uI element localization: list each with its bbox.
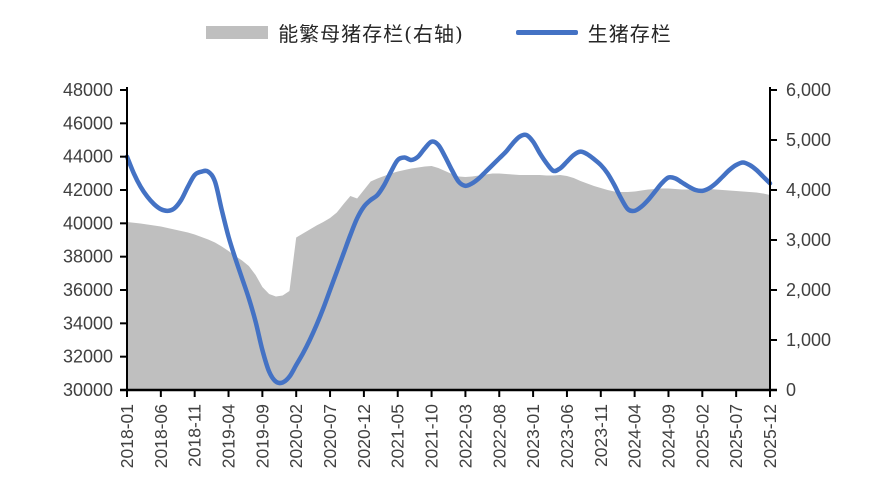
x-axis-tick-label: 2018-06 <box>151 404 171 468</box>
right-axis-tick-label: 3,000 <box>786 230 831 250</box>
x-axis-tick-label: 2023-06 <box>557 404 577 468</box>
left-axis-tick-label: 44000 <box>63 147 113 167</box>
right-axis-tick-label: 5,000 <box>786 130 831 150</box>
x-axis-tick-label: 2023-01 <box>523 404 543 468</box>
x-axis-tick-label: 2019-04 <box>219 404 239 468</box>
x-axis-tick-label: 2024-04 <box>625 404 645 468</box>
x-axis-tick-label: 2021-10 <box>422 404 442 468</box>
x-axis-tick-label: 2024-09 <box>658 404 678 468</box>
legend-item-sow-area: 能繁母猪存栏(右轴) <box>206 18 464 47</box>
left-axis-tick-label: 48000 <box>63 80 113 100</box>
x-axis-tick-label: 2018-01 <box>117 404 137 468</box>
right-axis-tick-label: 6,000 <box>786 80 831 100</box>
right-axis-tick-label: 0 <box>786 380 796 400</box>
x-axis-tick-label: 2020-12 <box>354 404 374 468</box>
left-axis-tick-label: 36000 <box>63 280 113 300</box>
x-axis-tick-label: 2025-12 <box>760 404 780 468</box>
legend-item-hog-line: 生猪存栏 <box>515 18 672 47</box>
chart-legend: 能繁母猪存栏(右轴) 生猪存栏 <box>0 18 878 47</box>
sow-area-series <box>127 166 770 390</box>
area-swatch-icon <box>206 26 269 39</box>
line-swatch-icon <box>515 30 578 35</box>
x-axis-tick-label: 2025-07 <box>726 404 746 468</box>
left-axis-tick-label: 30000 <box>63 380 113 400</box>
right-axis-tick-label: 4,000 <box>786 180 831 200</box>
x-axis-tick-label: 2025-02 <box>692 404 712 468</box>
legend-label-hog: 生猪存栏 <box>587 22 672 46</box>
x-axis-tick-label: 2019-09 <box>252 404 272 468</box>
hog-line-series <box>124 132 773 386</box>
x-axis-tick-label: 2022-08 <box>489 404 509 468</box>
left-axis-tick-label: 42000 <box>63 180 113 200</box>
left-axis-tick-label: 32000 <box>63 347 113 367</box>
x-axis-tick-label: 2020-02 <box>286 404 306 468</box>
left-axis-tick-label: 40000 <box>63 213 113 233</box>
x-axis-tick-label: 2018-11 <box>185 404 205 467</box>
legend-label-sow: 能繁母猪存栏(右轴) <box>278 22 464 46</box>
x-axis-tick-label: 2023-11 <box>591 404 611 467</box>
left-axis-tick-label: 38000 <box>63 247 113 267</box>
left-axis-tick-label: 46000 <box>63 113 113 133</box>
left-axis-tick-label: 34000 <box>63 313 113 333</box>
x-axis-tick-label: 2020-07 <box>320 404 340 468</box>
x-axis-tick-label: 2022-03 <box>455 404 475 468</box>
right-axis-tick-label: 2,000 <box>786 280 831 300</box>
right-axis-tick-label: 1,000 <box>786 330 831 350</box>
x-axis-tick-label: 2021-05 <box>388 404 408 468</box>
